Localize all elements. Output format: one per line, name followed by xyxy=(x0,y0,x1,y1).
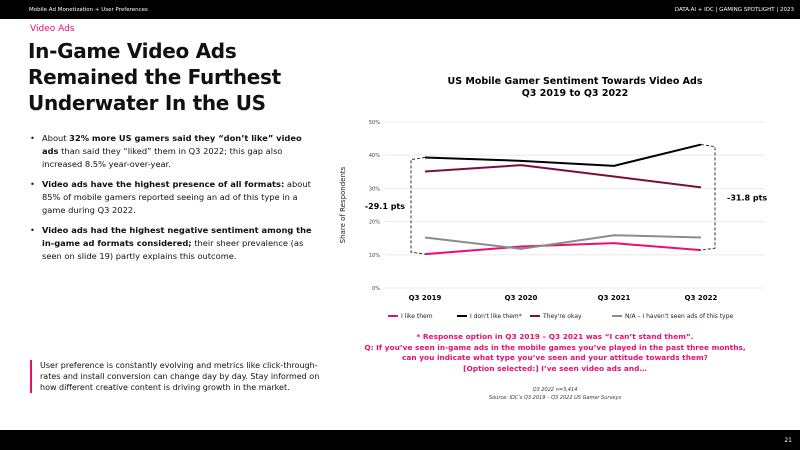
bullet-list: About 32% more US gamers said they “don’… xyxy=(30,132,320,270)
callout: User preference is constantly evolving a… xyxy=(30,360,330,393)
chart-title: US Mobile Gamer Sentiment Towards Video … xyxy=(448,76,703,87)
deck-brand-label: DATA.AI + IDC | GAMING SPOTLIGHT | 2023 xyxy=(674,6,794,13)
x-tick-label: Q3 2022 xyxy=(685,294,718,302)
legend-label: I don't like them* xyxy=(470,313,522,320)
gap-bracket xyxy=(700,144,716,251)
y-tick-label: 40% xyxy=(369,153,380,159)
x-tick-label: Q3 2019 xyxy=(409,294,442,302)
deck-section-label: Mobile Ad Monetization + User Preference… xyxy=(29,6,148,13)
page-number: 21 xyxy=(784,436,792,444)
bottom-bar: 21 xyxy=(0,430,800,450)
y-tick-label: 30% xyxy=(369,186,380,192)
series-line xyxy=(424,242,702,256)
gap-bracket xyxy=(410,157,426,255)
gap-annotation: -31.8 pts xyxy=(727,193,767,202)
page-title: In-Game Video Ads Remained the Furthest … xyxy=(28,39,281,115)
section-label: Video Ads xyxy=(30,24,75,34)
source-note: Q3 2022 n=3,414 Source: IDC’s Q3 2019 – Q… xyxy=(488,387,622,401)
legend-label: N/A – I haven't seen ads of this type xyxy=(625,313,734,320)
series-line xyxy=(424,143,702,167)
x-tick-label: Q3 2021 xyxy=(598,294,631,302)
chart-title: Q3 2019 to Q3 2022 xyxy=(522,88,629,99)
legend-label: They're okay xyxy=(542,313,582,320)
legend-label: I like them xyxy=(401,313,433,320)
bullet-item: About 32% more US gamers said they “don’… xyxy=(30,132,320,171)
line-chart: US Mobile Gamer Sentiment Towards Video … xyxy=(339,76,767,320)
y-tick-label: 10% xyxy=(369,253,380,259)
series-line xyxy=(424,164,702,189)
top-bar: Mobile Ad Monetization + User Preference… xyxy=(0,0,800,19)
y-tick-label: 0% xyxy=(372,286,380,292)
y-tick-label: 50% xyxy=(369,120,380,126)
series-line xyxy=(424,234,702,250)
chart-footnote: * Response option in Q3 2019 – Q3 2021 w… xyxy=(364,332,746,373)
x-tick-label: Q3 2020 xyxy=(505,294,538,302)
y-axis-label: Share of Respondents xyxy=(339,166,347,243)
bullet-item: Video ads had the highest negative senti… xyxy=(30,224,320,263)
y-tick-label: 20% xyxy=(369,220,380,226)
bullet-item: Video ads have the highest presence of a… xyxy=(30,178,320,217)
gap-annotation: -29.1 pts xyxy=(365,202,405,211)
